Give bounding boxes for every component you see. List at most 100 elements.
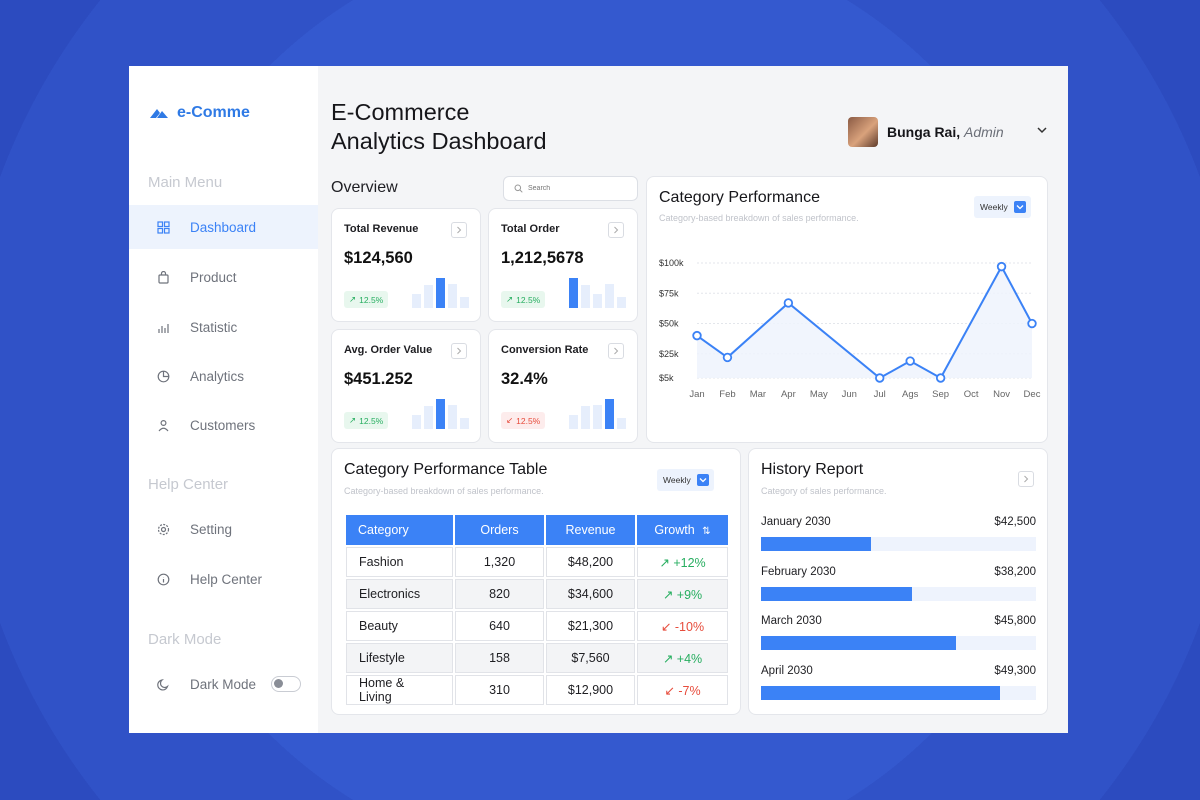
sidebar-item-help-center[interactable]: Help Center [129, 557, 318, 601]
cell-category: Lifestyle [346, 643, 453, 673]
stat-title: Conversion Rate [501, 344, 589, 356]
history-label: February 2030 [761, 565, 836, 578]
sidebar-item-statistic[interactable]: Statistic [129, 305, 318, 349]
badge-text: 12.5% [516, 294, 541, 305]
history-value: $49,300 [994, 664, 1036, 677]
profile-name: Bunga Rai, Admin [887, 124, 1004, 140]
chevron-right-icon [457, 226, 462, 234]
category-performance-card: Category Performance Category-based brea… [646, 176, 1048, 443]
brand-logo[interactable]: e-Comme [148, 104, 250, 122]
stat-detail-button[interactable] [451, 343, 467, 359]
badge-text: 12.5% [359, 415, 384, 426]
user-profile[interactable]: Bunga Rai, Admin [848, 117, 1004, 147]
arrow-up-right-icon: ↗ [349, 415, 357, 425]
growth-value: +4% [676, 651, 703, 666]
card-title: Category Performance Table [344, 461, 548, 478]
stat-value: $451.252 [344, 370, 413, 388]
sidebar-item-label: Analytics [190, 368, 245, 384]
avatar [848, 117, 878, 147]
chevron-down-icon[interactable] [1036, 124, 1048, 136]
cell-orders: 158 [455, 643, 544, 673]
y-tick-label: $25k [659, 349, 679, 359]
category-table: Category Orders Revenue Growth ⇅ Fashion… [344, 513, 730, 707]
history-detail-button[interactable] [1018, 471, 1034, 487]
data-point [692, 330, 702, 341]
pie-chart-icon [156, 369, 170, 383]
cell-revenue: $34,600 [546, 579, 635, 609]
chevron-right-icon [1024, 475, 1029, 483]
arrow-up-right-icon: ↗ [659, 555, 670, 570]
cell-growth: ↗ +9% [637, 579, 728, 609]
status-badge: ↗ 12.5% [344, 291, 389, 308]
user-name: Bunga Rai, [887, 124, 961, 140]
page-title-line2: Analytics Dashboard [331, 128, 547, 154]
line-chart: $100k $75k $50k $25k $5k Jan Feb Mar Apr May Jun Ju… [659, 258, 1041, 400]
moon-icon [156, 677, 170, 691]
table-row[interactable]: Fashion 1,320 $48,200 ↗ +12% [346, 547, 728, 577]
y-tick-label: $50k [659, 319, 679, 329]
cell-growth: ↗ +4% [637, 643, 728, 673]
user-role: Admin [964, 124, 1004, 140]
x-tick-label: Nov [993, 389, 1010, 400]
growth-value: +9% [676, 587, 703, 602]
history-value: $45,800 [994, 615, 1036, 627]
x-tick-label: Jul [874, 389, 886, 400]
mini-bar [593, 405, 602, 429]
column-header-growth[interactable]: Growth ⇅ [637, 515, 728, 545]
cell-revenue: $7,560 [546, 643, 635, 673]
x-tick-label: Dec [1024, 389, 1041, 400]
search-box[interactable] [503, 176, 638, 201]
table-row[interactable]: Lifestyle 158 $7,560 ↗ +4% [346, 643, 728, 673]
section-main-menu: Main Menu [148, 174, 223, 191]
card-title: Category Performance [659, 189, 820, 206]
page-title-line1: E-Commerce [331, 99, 470, 125]
data-point [905, 356, 915, 366]
chevron-down-icon [696, 474, 709, 486]
period-select[interactable]: Weekly [974, 196, 1031, 218]
arrow-down-left-icon: ↙ [506, 415, 514, 425]
cell-category: Electronics [346, 579, 453, 609]
chevron-right-icon [457, 347, 462, 355]
data-point [783, 298, 794, 308]
mini-bar [569, 278, 578, 308]
sidebar-item-product[interactable]: Product [129, 255, 318, 299]
data-point [996, 261, 1007, 272]
x-tick-label: Apr [781, 389, 796, 400]
mini-bar [617, 297, 626, 308]
data-point [1027, 318, 1037, 329]
sidebar-item-customers[interactable]: Customers [129, 403, 318, 447]
page-title: E-Commerce Analytics Dashboard [331, 98, 547, 156]
grid-icon [156, 220, 170, 234]
card-subtitle: Category of sales performance. [761, 486, 887, 496]
chevron-right-icon [614, 226, 619, 234]
column-header-revenue[interactable]: Revenue [546, 515, 635, 545]
table-row[interactable]: Beauty 640 $21,300 ↙ -10% [346, 611, 728, 641]
mini-bar [617, 418, 626, 429]
stat-detail-button[interactable] [608, 343, 624, 359]
arrow-up-right-icon: ↗ [662, 587, 674, 602]
column-header-category[interactable]: Category [346, 515, 453, 545]
table-row[interactable]: Home & Living 310 $12,900 ↙ -7% [346, 675, 728, 705]
sidebar-item-setting[interactable]: Setting [129, 507, 318, 551]
y-tick-label: $100k [659, 258, 684, 268]
sidebar-item-analytics[interactable]: Analytics [129, 354, 318, 398]
dark-mode-toggle[interactable] [271, 676, 301, 692]
mini-bar-chart [412, 278, 469, 308]
mini-bar-chart [569, 399, 626, 429]
stat-card-conversion-rate: Conversion Rate 32.4% ↙ 12.5% [488, 329, 638, 443]
column-header-orders[interactable]: Orders [455, 515, 544, 545]
badge-text: 12.5% [359, 294, 384, 305]
cell-growth: ↙ -7% [637, 675, 728, 705]
history-label: March 2030 [761, 615, 822, 627]
table-row[interactable]: Electronics 820 $34,600 ↗ +9% [346, 579, 728, 609]
period-select[interactable]: Weekly [657, 469, 714, 491]
stat-detail-button[interactable] [608, 222, 624, 238]
sidebar-item-dashboard[interactable]: Dashboard [129, 205, 318, 249]
cell-category: Fashion [346, 547, 453, 577]
progress-track [761, 586, 1036, 601]
stat-detail-button[interactable] [451, 222, 467, 238]
sort-icon[interactable]: ⇅ [702, 526, 711, 537]
mini-bar [593, 294, 602, 308]
search-input[interactable] [528, 185, 628, 192]
data-point [875, 373, 885, 383]
